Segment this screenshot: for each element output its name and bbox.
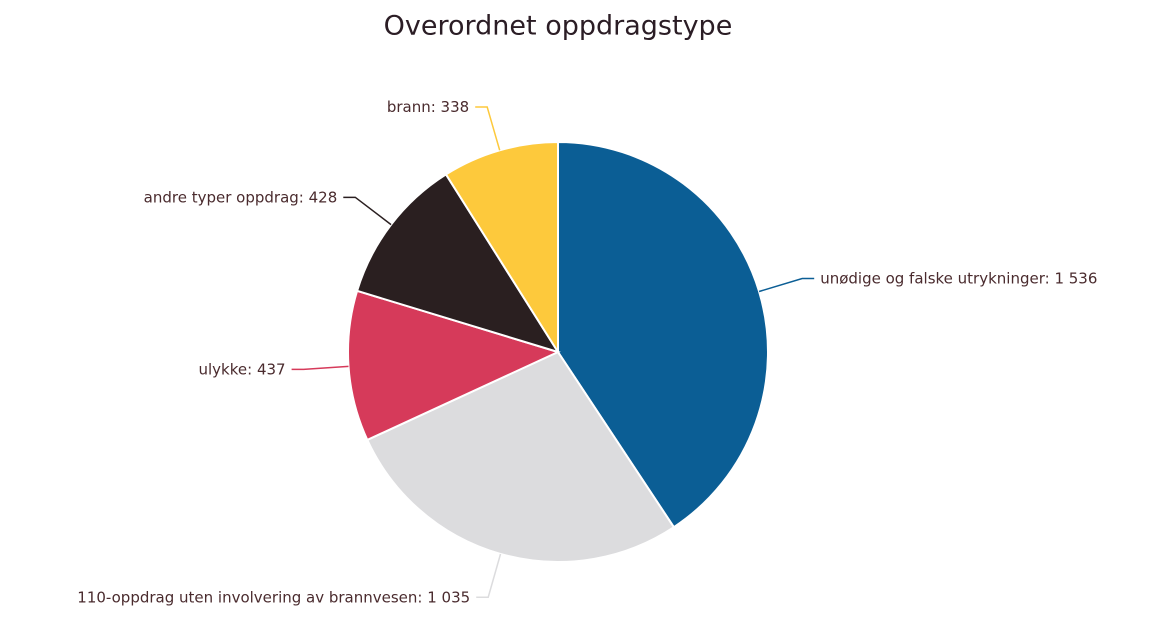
label-category: andre typer oppdrag — [144, 188, 299, 206]
data-label: unødige og falske utrykninger: 1 536 — [820, 269, 1097, 287]
label-category: brann — [387, 98, 431, 116]
label-value: 1 536 — [1054, 269, 1097, 287]
data-label: brann: 338 — [387, 98, 469, 116]
label-category: ulykke — [199, 360, 248, 378]
data-label: 110-oppdrag uten involvering av brannves… — [77, 588, 470, 606]
data-label: ulykke: 437 — [199, 360, 286, 378]
label-category: 110-oppdrag uten involvering av brannves… — [77, 588, 417, 606]
data-label: andre typer oppdrag: 428 — [144, 188, 338, 206]
leader-line — [291, 365, 349, 371]
leader-line — [476, 553, 502, 599]
label-category: unødige og falske utrykninger — [820, 269, 1046, 287]
label-value: 437 — [257, 360, 286, 378]
leader-line — [475, 106, 501, 151]
label-separator: : — [247, 360, 257, 378]
label-separator: : — [1045, 269, 1055, 287]
label-value: 338 — [441, 98, 470, 116]
label-separator: : — [299, 188, 309, 206]
pie-slice — [347, 289, 561, 442]
label-value: 428 — [309, 188, 338, 206]
pie-slice — [444, 140, 559, 356]
label-separator: : — [431, 98, 441, 116]
chart-title: Overordnet oppdragstype — [384, 11, 733, 42]
pie-slice — [355, 173, 561, 354]
label-value: 1 035 — [427, 588, 470, 606]
label-separator: : — [417, 588, 427, 606]
leader-line — [343, 196, 392, 226]
leader-line — [758, 277, 815, 293]
